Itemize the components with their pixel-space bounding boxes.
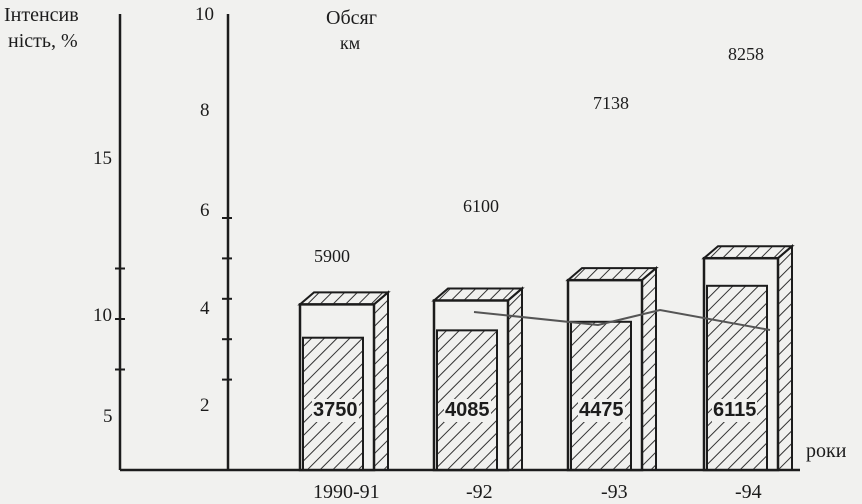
bar-side: [373, 290, 389, 471]
right-tick-label: 6: [200, 200, 210, 221]
bar-top-face: [297, 291, 391, 306]
left-tick-label: 5: [103, 406, 113, 427]
inner-value-label: 4475: [578, 399, 625, 422]
category-label: -92: [466, 481, 493, 503]
volume-value-label: 6100: [463, 196, 499, 216]
x-axis-label: роки: [806, 440, 847, 462]
volume-value-label: 5900: [314, 246, 350, 266]
inner-value-label: 4085: [444, 399, 491, 422]
inner-value-label: 3750: [312, 399, 359, 422]
right-tick-label: 10: [195, 4, 214, 25]
category-label: -94: [735, 481, 762, 503]
bar-top-face: [565, 267, 659, 282]
bars-group: [297, 244, 795, 472]
bar-top-face: [701, 245, 795, 260]
inner-value-label: 6115: [712, 399, 758, 422]
bar-side: [777, 244, 793, 471]
bar-top-face: [431, 287, 525, 302]
category-label: 1990-91: [313, 481, 380, 503]
intensity-line: [473, 308, 771, 331]
left-tick-label: 10: [93, 305, 112, 326]
right-axis-label-line2: км: [340, 33, 361, 53]
inner-bar: [706, 284, 768, 472]
right-axis-label-line1: Обсяг: [326, 7, 377, 29]
bar-side: [641, 265, 657, 471]
right-tick-label: 8: [200, 100, 210, 121]
right-tick-label: 4: [200, 298, 210, 319]
volume-value-label: 8258: [728, 44, 764, 64]
left-axis-label-line1: Інтенсив: [4, 4, 79, 26]
trend-line-group: [473, 308, 771, 331]
category-label: -93: [601, 481, 628, 503]
inner-bar: [570, 320, 632, 471]
right-tick-label: 2: [200, 395, 210, 416]
volume-value-label: 7138: [593, 93, 629, 113]
left-tick-label: 15: [93, 148, 112, 169]
left-axis-label-line2: ність, %: [8, 30, 78, 52]
